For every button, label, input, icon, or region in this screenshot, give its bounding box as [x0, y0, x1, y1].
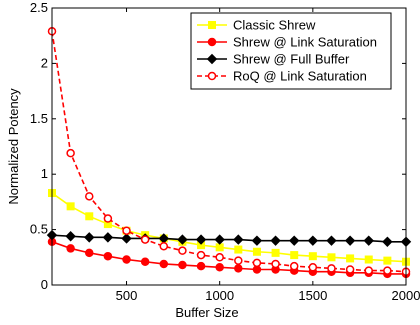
- data-point: [177, 234, 188, 245]
- data-point: [363, 235, 374, 246]
- data-point: [121, 233, 132, 244]
- data-point: [103, 214, 113, 223]
- data-point: [140, 235, 150, 244]
- data-point: [346, 254, 355, 263]
- legend-marker: [206, 53, 218, 65]
- y-tick-label: 1: [41, 166, 48, 181]
- legend-item: Shrew @ Link Saturation: [197, 35, 377, 50]
- data-point: [327, 253, 336, 262]
- data-point: [234, 245, 243, 254]
- data-point: [122, 255, 131, 264]
- data-point: [85, 212, 94, 221]
- data-point: [178, 260, 187, 270]
- legend-item: Classic Shrew: [197, 18, 316, 33]
- x-tick-label: 2000: [392, 288, 420, 303]
- data-point: [382, 236, 393, 247]
- legend-marker: [207, 71, 217, 81]
- data-point: [195, 234, 207, 245]
- data-point: [214, 234, 225, 245]
- data-point: [196, 261, 206, 271]
- series-0: [48, 189, 410, 266]
- data-point: [66, 244, 75, 253]
- data-point: [159, 259, 169, 269]
- legend-label: RoQ @ Link Saturation: [233, 69, 367, 84]
- data-point: [215, 253, 224, 262]
- data-point: [234, 264, 243, 273]
- data-point: [308, 252, 317, 261]
- data-point: [84, 232, 95, 243]
- data-point: [66, 202, 75, 211]
- series-3: [47, 27, 411, 276]
- legend-marker: [207, 37, 217, 47]
- series-1: [47, 237, 411, 279]
- data-point: [66, 148, 75, 158]
- series-2: [46, 229, 412, 247]
- data-point: [234, 256, 243, 265]
- legend-item: RoQ @ Link Saturation: [197, 69, 367, 84]
- data-point: [196, 250, 206, 260]
- y-axis-title: Normalized Potency: [6, 88, 21, 205]
- data-point: [271, 248, 280, 257]
- data-point: [289, 235, 300, 246]
- plot-frame: [51, 7, 407, 286]
- data-point: [140, 257, 150, 266]
- x-tick-label: 1500: [298, 288, 327, 303]
- data-point: [178, 246, 187, 255]
- y-tick-label: 2: [41, 55, 48, 70]
- data-point: [102, 232, 114, 243]
- data-point: [271, 259, 280, 269]
- data-point: [308, 263, 318, 272]
- data-point: [159, 241, 169, 251]
- data-point: [122, 226, 131, 235]
- data-point: [383, 256, 392, 265]
- y-tick-label: 1.5: [30, 111, 48, 126]
- data-point: [364, 255, 373, 264]
- y-tick-label: 2.5: [30, 0, 48, 15]
- data-point: [85, 192, 94, 201]
- data-point: [103, 251, 113, 261]
- x-tick-label: 500: [116, 288, 138, 303]
- legend-marker: [208, 21, 216, 29]
- legend-label: Classic Shrew: [233, 18, 316, 33]
- data-point: [215, 243, 224, 252]
- data-point: [327, 264, 336, 273]
- data-point: [364, 266, 373, 275]
- data-point: [290, 251, 299, 260]
- y-tick-label: 0.5: [30, 222, 48, 237]
- data-point: [270, 235, 281, 246]
- data-point: [85, 248, 94, 258]
- data-point: [252, 258, 262, 268]
- legend-item: Shrew @ Full Buffer: [197, 52, 350, 67]
- data-point: [383, 266, 392, 275]
- data-point: [344, 235, 356, 246]
- x-tick-label: 1000: [205, 288, 234, 303]
- data-point: [215, 263, 224, 272]
- data-point: [326, 235, 337, 246]
- data-point: [233, 234, 244, 245]
- legend-label: Shrew @ Link Saturation: [233, 35, 377, 50]
- legend-label: Shrew @ Full Buffer: [233, 52, 350, 67]
- data-point: [307, 235, 319, 246]
- data-point: [251, 235, 263, 246]
- data-point: [65, 231, 76, 242]
- data-point: [252, 247, 261, 256]
- x-axis-title: Buffer Size: [175, 305, 238, 320]
- y-tick-label: 0: [41, 277, 48, 292]
- data-point: [345, 265, 355, 274]
- data-point: [289, 261, 299, 271]
